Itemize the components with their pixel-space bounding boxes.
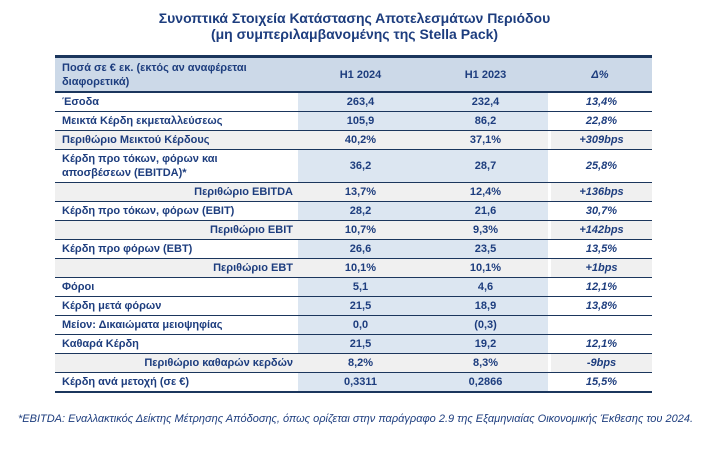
- value-h1-2023: 19,2: [423, 335, 548, 353]
- value-h1-2023: 28,7: [423, 150, 548, 182]
- row-label: Περιθώριο EBITDA: [194, 186, 293, 198]
- table-row: Περιθώριο EBIT 10,7% 9,3% +142bps: [55, 221, 652, 240]
- row-label: Περιθώριο EBT: [213, 262, 293, 274]
- value-h1-2024: 10,7%: [344, 224, 377, 236]
- value-h1-2023: 9,3%: [472, 224, 499, 236]
- value-h1-2024: 5,1: [298, 278, 423, 296]
- value-h1-2023: 4,6: [423, 278, 548, 296]
- table-row: Περιθώριο EBITDA 13,7% 12,4% +136bps: [55, 183, 652, 202]
- table-row: Περιθώριο καθαρών κερδών 8,2% 8,3% -9bps: [55, 354, 652, 373]
- row-label: Περιθώριο καθαρών κερδών: [144, 357, 293, 369]
- value-h1-2024: 36,2: [298, 150, 423, 182]
- value-h1-2023: 0,2866: [423, 373, 548, 391]
- value-delta: 12,1%: [548, 278, 652, 296]
- table-row: Κέρδη ανά μετοχή (σε €) 0,3311 0,2866 15…: [55, 373, 652, 393]
- value-delta: -9bps: [548, 354, 652, 372]
- value-delta: 25,8%: [548, 150, 652, 182]
- value-delta: 13,4%: [548, 93, 652, 111]
- row-label: Μείον: Δικαιώματα μειοψηφίας: [62, 319, 223, 331]
- row-label: Καθαρά Κέρδη: [62, 338, 139, 350]
- row-label: Έσοδα: [62, 96, 100, 108]
- row-label: Μεικτά Κέρδη εκμεταλλεύσεως: [62, 115, 223, 127]
- page-title-line2: (μη συμπεριλαμβανομένης της Stella Pack): [210, 26, 499, 42]
- value-h1-2023: 37,1%: [469, 134, 502, 146]
- value-delta: [548, 316, 652, 334]
- value-h1-2023: 21,6: [423, 202, 548, 220]
- row-label: Κέρδη προ τόκων, φόρων (EBIT): [62, 205, 235, 217]
- value-h1-2024: 13,7%: [344, 186, 377, 198]
- value-h1-2024: 21,5: [298, 297, 423, 315]
- value-h1-2024: 40,2%: [344, 134, 377, 146]
- table-row: Κέρδη προ φόρων (EBT) 26,6 23,5 13,5%: [55, 240, 652, 259]
- value-h1-2023: 23,5: [423, 240, 548, 258]
- value-h1-2023: 232,4: [423, 93, 548, 111]
- table-row: Έσοδα 263,4 232,4 13,4%: [55, 93, 652, 112]
- value-h1-2023: 8,3%: [472, 357, 499, 369]
- column-header-h1-2023: H1 2023: [464, 68, 507, 81]
- row-label: Κέρδη προ φόρων (EBT): [62, 243, 193, 255]
- value-delta: 13,8%: [548, 297, 652, 315]
- value-h1-2023: 12,4%: [469, 186, 502, 198]
- value-delta: 30,7%: [548, 202, 652, 220]
- table-row: Περιθώριο EBT 10,1% 10,1% +1bps: [55, 259, 652, 278]
- table-row: Κέρδη προ τόκων, φόρων (EBIT) 28,2 21,6 …: [55, 202, 652, 221]
- column-header-h1-2024: H1 2024: [339, 68, 382, 81]
- table-row: Κέρδη μετά φόρων 21,5 18,9 13,8%: [55, 297, 652, 316]
- value-delta: 12,1%: [548, 335, 652, 353]
- footnote: *EBITDA: Εναλλακτικός Δείκτης Μέτρησης Α…: [18, 413, 694, 425]
- table-row: Φόροι 5,1 4,6 12,1%: [55, 278, 652, 297]
- value-h1-2023: 86,2: [423, 112, 548, 130]
- value-delta: 15,5%: [548, 373, 652, 391]
- value-h1-2024: 10,1%: [344, 262, 377, 274]
- row-label: Φόροι: [62, 281, 95, 293]
- value-h1-2024: 263,4: [298, 93, 423, 111]
- table-row: Μεικτά Κέρδη εκμεταλλεύσεως 105,9 86,2 2…: [55, 112, 652, 131]
- table-row: Καθαρά Κέρδη 21,5 19,2 12,1%: [55, 335, 652, 354]
- page-title-line1: Συνοπτικά Στοιχεία Κατάστασης Αποτελεσμά…: [158, 10, 551, 26]
- value-h1-2024: 105,9: [298, 112, 423, 130]
- table-row: Περιθώριο Μεικτού Κέρδους 40,2% 37,1% +3…: [55, 131, 652, 150]
- row-label: Κέρδη μετά φόρων: [62, 300, 162, 312]
- row-label: Κέρδη προ τόκων, φόρων και αποσβέσεων (E…: [62, 153, 218, 179]
- value-h1-2023: 10,1%: [469, 262, 502, 274]
- value-h1-2024: 28,2: [298, 202, 423, 220]
- row-label: Περιθώριο EBIT: [210, 224, 293, 236]
- column-header-delta: Δ%: [591, 68, 609, 81]
- row-label: Περιθώριο Μεικτού Κέρδους: [62, 134, 210, 146]
- value-h1-2024: 21,5: [298, 335, 423, 353]
- value-h1-2024: 8,2%: [347, 357, 374, 369]
- row-label: Κέρδη ανά μετοχή (σε €): [62, 376, 190, 388]
- value-delta: +142bps: [548, 221, 652, 239]
- value-h1-2024: 0,3311: [298, 373, 423, 391]
- value-h1-2024: 0,0: [298, 316, 423, 334]
- value-delta: 13,5%: [548, 240, 652, 258]
- table-body: Έσοδα 263,4 232,4 13,4% Μεικτά Κέρδη εκμ…: [55, 93, 652, 393]
- value-delta: 22,8%: [548, 112, 652, 130]
- value-h1-2024: 26,6: [298, 240, 423, 258]
- value-delta: +1bps: [548, 259, 652, 277]
- value-delta: +309bps: [548, 131, 652, 149]
- financial-summary-table: Ποσά σε € εκ. (εκτός αν αναφέρεται διαφο…: [55, 55, 652, 393]
- column-header-measure: Ποσά σε € εκ. (εκτός αν αναφέρεται διαφο…: [62, 61, 247, 88]
- table-header-row: Ποσά σε € εκ. (εκτός αν αναφέρεται διαφο…: [55, 58, 652, 93]
- page-title: Συνοπτικά Στοιχεία Κατάστασης Αποτελεσμά…: [0, 10, 709, 42]
- value-delta: +136bps: [548, 183, 652, 201]
- table-row: Μείον: Δικαιώματα μειοψηφίας 0,0 (0,3): [55, 316, 652, 335]
- value-h1-2023: 18,9: [423, 297, 548, 315]
- table-row: Κέρδη προ τόκων, φόρων και αποσβέσεων (E…: [55, 150, 652, 183]
- value-h1-2023: (0,3): [423, 316, 548, 334]
